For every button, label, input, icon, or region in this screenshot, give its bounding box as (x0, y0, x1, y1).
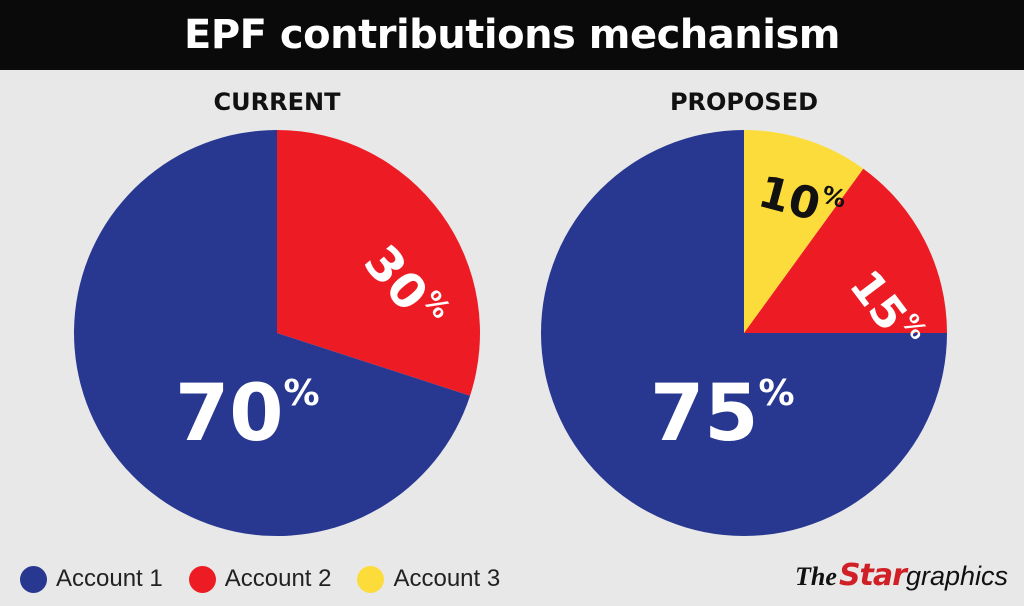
logo-the: The (795, 562, 837, 591)
pie-slice-account-2 (744, 168, 947, 333)
logo-star: Star (838, 558, 907, 593)
pie-slice-account-1 (541, 130, 947, 536)
legend-item-account-1: Account 1 (20, 565, 163, 593)
logo-graphics: graphics (905, 561, 1008, 591)
pie-slice-account-2 (277, 130, 481, 396)
chart-title: EPF contributions mechanism (184, 12, 840, 58)
legend-label: Account 2 (224, 565, 332, 592)
legend-swatch (20, 565, 47, 593)
pie-title-current: CURRENT (213, 88, 341, 116)
legend-label: Account 1 (56, 565, 163, 592)
pie-title-proposed: PROPOSED (669, 88, 819, 116)
title-bar: EPF contributions mechanism (0, 0, 1024, 70)
pie-slice-account-3 (744, 130, 864, 333)
the-star-graphics-logo: The Star graphics (795, 558, 1008, 598)
legend: Account 1 Account 2 Account 3 (20, 562, 526, 596)
legend-swatch (188, 565, 216, 593)
legend-label: Account 3 (393, 565, 501, 592)
legend-item-account-2: Account 2 (188, 565, 332, 593)
legend-item-account-3: Account 3 (357, 565, 500, 593)
pie-slice-account-1 (73, 130, 471, 536)
legend-swatch (357, 565, 385, 593)
